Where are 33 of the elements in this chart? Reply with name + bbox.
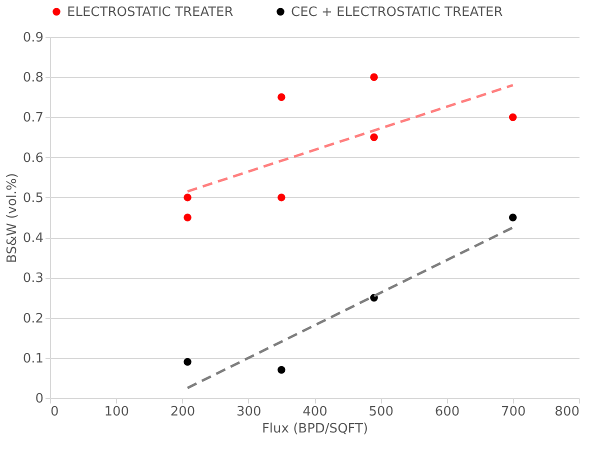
- y-tick-label: 0.3: [22, 271, 44, 286]
- x-axis-title: Flux (BPD/SQFT): [262, 422, 368, 436]
- x-tick-label: 0: [50, 404, 59, 420]
- point: [184, 194, 192, 202]
- x-tick-label: 800: [554, 404, 580, 420]
- legend-label: CEC + ELECTROSTATIC TREATER: [291, 4, 503, 20]
- y-axis-title: BS&W (vol.%): [4, 173, 20, 263]
- point: [184, 358, 192, 366]
- y-tick-label: 0.2: [22, 311, 44, 326]
- x-tick-label: 500: [368, 404, 394, 420]
- point: [370, 73, 378, 81]
- x-tick-label: 300: [236, 404, 262, 420]
- y-tick-label: 0.8: [22, 70, 44, 86]
- legend-label: ELECTROSTATIC TREATER: [67, 4, 234, 20]
- x-tick-label: 700: [500, 404, 526, 420]
- y-tick-label: 0.6: [22, 150, 44, 166]
- point: [370, 133, 378, 142]
- y-tick-label: 0.7: [22, 110, 44, 126]
- point: [278, 93, 286, 102]
- point: [278, 194, 286, 202]
- y-tick-label: 0: [35, 392, 44, 406]
- point: [509, 214, 517, 222]
- y-tick-label: 0.1: [22, 351, 44, 366]
- y-tick-label: 0.5: [22, 190, 44, 206]
- point: [184, 214, 192, 222]
- point: [278, 366, 286, 374]
- x-tick-label: 400: [302, 404, 328, 420]
- y-tick-label: 0.4: [22, 231, 44, 246]
- x-tick-label: 600: [434, 404, 460, 420]
- point: [509, 113, 517, 122]
- x-tick-label: 100: [104, 404, 130, 420]
- y-tick-label: 0.9: [22, 30, 44, 46]
- x-tick-label: 200: [170, 404, 196, 420]
